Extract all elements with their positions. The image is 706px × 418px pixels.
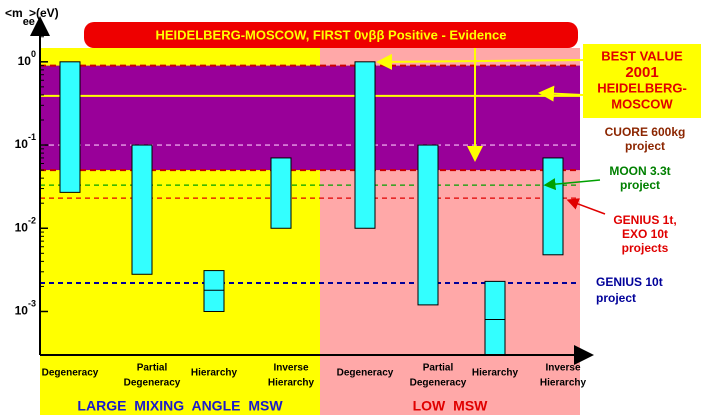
- tick-base: 10: [15, 137, 29, 151]
- best-label: MOSCOW: [611, 96, 673, 111]
- project-label: CUORE 600kg: [605, 125, 686, 139]
- y-tick-label: 10-1: [15, 132, 36, 151]
- project-label: projects: [622, 241, 669, 255]
- x-tick-label: Degeneracy: [42, 368, 99, 379]
- x-tick-label: Hierarchy: [191, 368, 238, 379]
- chart-title: HEIDELBERG-MOSCOW, FIRST 0νββ Positive -…: [155, 27, 506, 42]
- y-tick-label: 10-2: [15, 216, 36, 235]
- group-label: LARGE MIXING ANGLE MSW: [77, 398, 283, 414]
- ylabel-main: <m: [5, 6, 23, 20]
- y-tick-label: 100: [18, 49, 36, 68]
- arrow: [376, 53, 589, 70]
- tick-exp: -3: [28, 299, 36, 309]
- tick-exp: -1: [28, 132, 36, 142]
- best-label: 2001: [625, 64, 658, 81]
- x-tick-label: Inverse: [545, 363, 580, 374]
- x-tick-label: Hierarchy: [472, 368, 519, 379]
- project-label: GENIUS 10t: [596, 275, 663, 289]
- tick-exp: -2: [28, 216, 36, 226]
- bar: [59, 61, 81, 193]
- project-label: project: [596, 291, 636, 305]
- x-tick-label: Degeneracy: [124, 378, 181, 389]
- tick-exp: 0: [31, 49, 36, 59]
- y-tick-label: 10-3: [15, 299, 36, 318]
- project-label: project: [620, 178, 660, 192]
- arrow: [543, 178, 601, 191]
- evidence-band: [40, 65, 580, 171]
- project-label: MOON 3.3t: [609, 164, 670, 178]
- bar: [354, 61, 376, 229]
- tick-base: 10: [15, 304, 29, 318]
- ylabel-sub: ee: [23, 16, 35, 28]
- x-tick-label: Partial: [137, 363, 168, 374]
- bar: [417, 144, 439, 306]
- best-label: BEST VALUE: [601, 48, 683, 63]
- arrow: [538, 85, 584, 102]
- x-tick-label: Hierarchy: [268, 378, 315, 389]
- tick-base: 10: [18, 54, 32, 68]
- y-axis-label: <mee>(eV): [5, 6, 59, 28]
- arrow: [566, 198, 606, 215]
- x-tick-label: Degeneracy: [337, 368, 394, 379]
- best-label: HEIDELBERG-: [597, 80, 687, 95]
- bar: [270, 157, 292, 229]
- x-tick-label: Partial: [423, 363, 454, 374]
- tick-base: 10: [15, 220, 29, 234]
- bar: [131, 144, 153, 275]
- best-box: [583, 44, 701, 118]
- title-banner: [84, 22, 578, 48]
- project-label: GENIUS 1t,: [613, 213, 676, 227]
- ylabel-unit: >(eV): [29, 6, 59, 20]
- bar: [542, 157, 564, 256]
- project-label: project: [625, 139, 665, 153]
- project-label: EXO 10t: [622, 227, 668, 241]
- x-tick-label: Degeneracy: [410, 378, 467, 389]
- x-tick-label: Inverse: [273, 363, 308, 374]
- x-tick-label: Hierarchy: [540, 378, 587, 389]
- group-label: LOW MSW: [413, 398, 489, 414]
- bar: [203, 270, 225, 312]
- bar: [484, 280, 506, 356]
